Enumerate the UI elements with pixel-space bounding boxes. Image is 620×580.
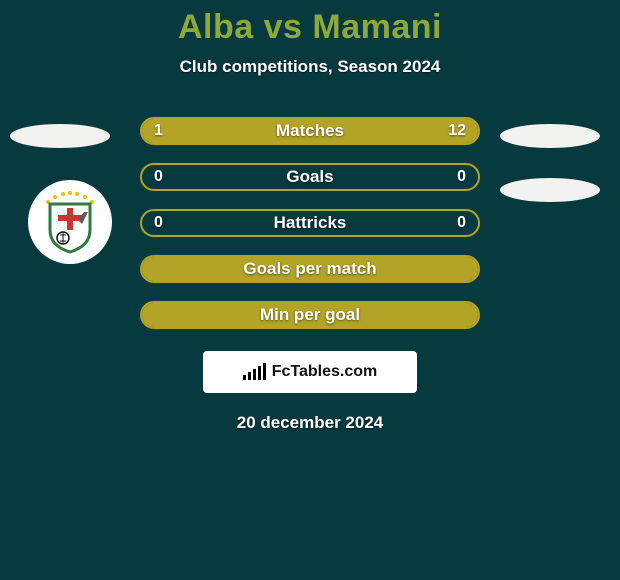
stat-row: 00Hattricks xyxy=(140,209,480,237)
placeholder-ellipse xyxy=(10,124,110,148)
stat-label: Hattricks xyxy=(142,213,478,233)
date-text: 20 december 2024 xyxy=(0,413,620,433)
subtitle: Club competitions, Season 2024 xyxy=(0,57,620,77)
shield-icon xyxy=(38,190,102,254)
bars-icon xyxy=(243,364,266,380)
stat-row: Goals per match xyxy=(140,255,480,283)
stat-label: Min per goal xyxy=(142,305,478,325)
stat-row: 112Matches xyxy=(140,117,480,145)
brand-text: FcTables.com xyxy=(272,363,378,381)
brand-box: FcTables.com xyxy=(203,351,417,393)
stat-label: Matches xyxy=(142,121,478,141)
placeholder-ellipse xyxy=(500,124,600,148)
placeholder-ellipse xyxy=(500,178,600,202)
stat-label: Goals xyxy=(142,167,478,187)
team-badge xyxy=(28,180,112,264)
stat-row: 00Goals xyxy=(140,163,480,191)
team-badge-inner xyxy=(38,190,102,254)
stat-row: Min per goal xyxy=(140,301,480,329)
page-title: Alba vs Mamani xyxy=(0,8,620,47)
stat-label: Goals per match xyxy=(142,259,478,279)
